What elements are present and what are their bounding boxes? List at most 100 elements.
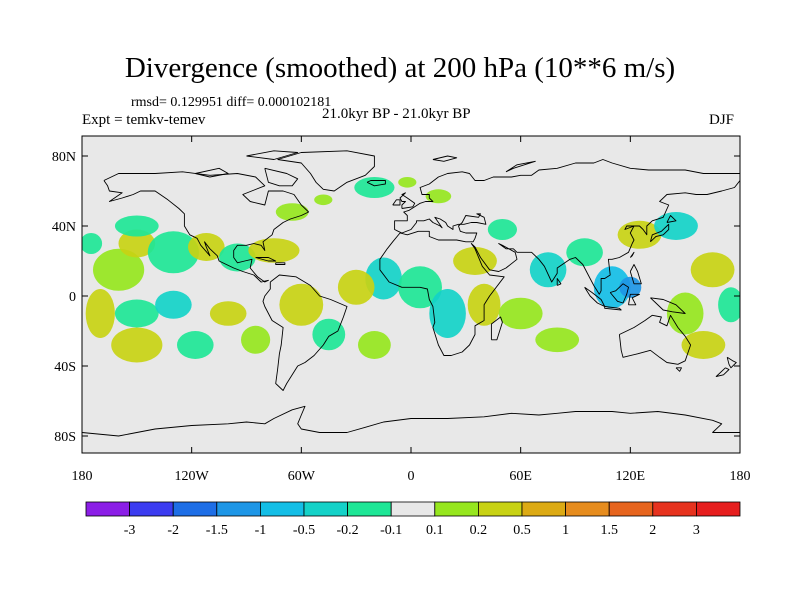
- divergence-region: [279, 283, 324, 326]
- divergence-region: [690, 252, 735, 288]
- divergence-region: [85, 289, 115, 338]
- divergence-region: [114, 215, 159, 237]
- divergence-region: [566, 238, 603, 267]
- x-axis: 180 120W 60W 0 60E 120E 180: [72, 136, 751, 484]
- colorbar-label: -1: [255, 523, 267, 538]
- divergence-region: [365, 257, 402, 300]
- divergence-region: [155, 290, 192, 319]
- colorbar-swatch: [85, 501, 130, 517]
- colorbar-label: 0.1: [426, 523, 444, 538]
- colorbar-label: -0.5: [293, 523, 315, 538]
- coastline-new-zealand-north: [726, 356, 737, 369]
- coastline-victoria-island: [195, 167, 229, 178]
- coastline-svalbard: [432, 155, 458, 162]
- divergence-region: [209, 301, 247, 326]
- coastline-iceland: [366, 180, 386, 187]
- divergence-region: [147, 231, 199, 274]
- experiment-label: Expt = temkv-temev: [82, 112, 206, 128]
- colorbar-swatch: [565, 501, 610, 517]
- coastline-greenland: [277, 150, 375, 192]
- divergence-region: [425, 189, 452, 204]
- colorbar-label: 2: [649, 523, 656, 538]
- colorbar-swatch: [347, 501, 392, 517]
- colorbar-label: 3: [693, 523, 700, 538]
- divergence-region: [358, 331, 391, 359]
- coastline-sulawesi: [628, 293, 640, 306]
- coastline-uk: [399, 192, 416, 209]
- divergence-region: [354, 177, 395, 198]
- colorbar-swatch: [259, 501, 305, 517]
- coastline-antarctica: [82, 405, 740, 437]
- x-tick-label: 0: [408, 469, 415, 484]
- divergence-region: [312, 318, 346, 351]
- y-tick-label: 40N: [52, 220, 76, 235]
- coastline-tasmania: [675, 367, 682, 372]
- divergence-region: [275, 203, 309, 221]
- coastline-hokkaido: [666, 215, 677, 223]
- divergence-region: [593, 266, 631, 309]
- colorbar: -3 -2 -1.5 -1 -0.5 -0.2 -0.1 0.1 0.2 0.5 1 1.5 2 3: [85, 501, 741, 538]
- colorbar-swatch: [390, 501, 436, 517]
- divergence-region: [398, 177, 417, 188]
- coastline-baffin: [264, 167, 299, 187]
- colorbar-swatch: [216, 501, 261, 517]
- divergence-region: [487, 219, 517, 240]
- x-tick-label: 120E: [616, 469, 646, 484]
- colorbar-swatch: [477, 501, 523, 517]
- colorbar-swatch: [434, 501, 479, 517]
- coastline-madagascar: [490, 316, 503, 341]
- divergence-region: [248, 238, 300, 263]
- y-tick-label: 40S: [54, 360, 76, 375]
- divergence-region: [498, 297, 543, 330]
- divergence-region: [114, 299, 159, 328]
- x-tick-label: 120W: [175, 469, 210, 484]
- chart-title: Divergence (smoothed) at 200 hPa (10**6 …: [124, 52, 676, 84]
- coastline-sri-lanka: [556, 278, 562, 286]
- colorbar-swatch: [129, 501, 174, 517]
- colorbar-swatch: [652, 501, 697, 517]
- colorbar-label: -0.1: [380, 523, 402, 538]
- colorbar-label: -0.2: [337, 523, 359, 538]
- divergence-region: [93, 248, 145, 291]
- coastline-new-zealand-south: [715, 367, 730, 377]
- colorbar-swatch: [521, 501, 566, 517]
- colorbar-label: 1.5: [600, 523, 618, 538]
- divergence-region: [177, 331, 214, 359]
- season-label: DJF: [709, 112, 735, 128]
- y-tick-label: 80N: [52, 150, 76, 165]
- coastline-japan: [649, 223, 670, 243]
- colorbar-swatch: [303, 501, 348, 517]
- colorbar-label: -1.5: [206, 523, 228, 538]
- divergence-region: [681, 331, 726, 359]
- divergence-region: [529, 252, 567, 288]
- x-tick-label: 180: [730, 469, 751, 484]
- divergence-region: [118, 229, 156, 258]
- rmsd-stats: rmsd= 0.129951 diff= 0.000102181: [131, 95, 332, 110]
- divergence-region: [219, 243, 256, 272]
- y-tick-label: 0: [69, 290, 76, 305]
- divergence-region: [453, 247, 497, 275]
- coastline-cuba: [255, 257, 277, 262]
- divergence-region: [429, 289, 466, 338]
- x-tick-label: 60E: [509, 469, 532, 484]
- coastline-australia: [618, 314, 692, 365]
- colorbar-swatch: [608, 501, 654, 517]
- coastline-ireland: [392, 199, 401, 206]
- coastline-java: [604, 306, 622, 311]
- colorbar-label: 0.2: [470, 523, 488, 538]
- colorbar-swatch: [172, 501, 218, 517]
- coastline-taiwan: [629, 251, 635, 258]
- divergence-region: [82, 233, 103, 254]
- colorbar-label: 1: [562, 523, 569, 538]
- divergence-region: [337, 269, 375, 305]
- colorbar-swatch: [696, 501, 741, 517]
- coastline-afro-eurasia: [379, 159, 740, 356]
- divergence-region: [535, 327, 580, 353]
- x-tick-label: 180: [72, 469, 93, 484]
- divergence-region: [619, 276, 642, 298]
- coastline-hispaniola: [275, 262, 286, 265]
- y-tick-label: 80S: [54, 430, 76, 445]
- coastline-north-america: [103, 171, 310, 283]
